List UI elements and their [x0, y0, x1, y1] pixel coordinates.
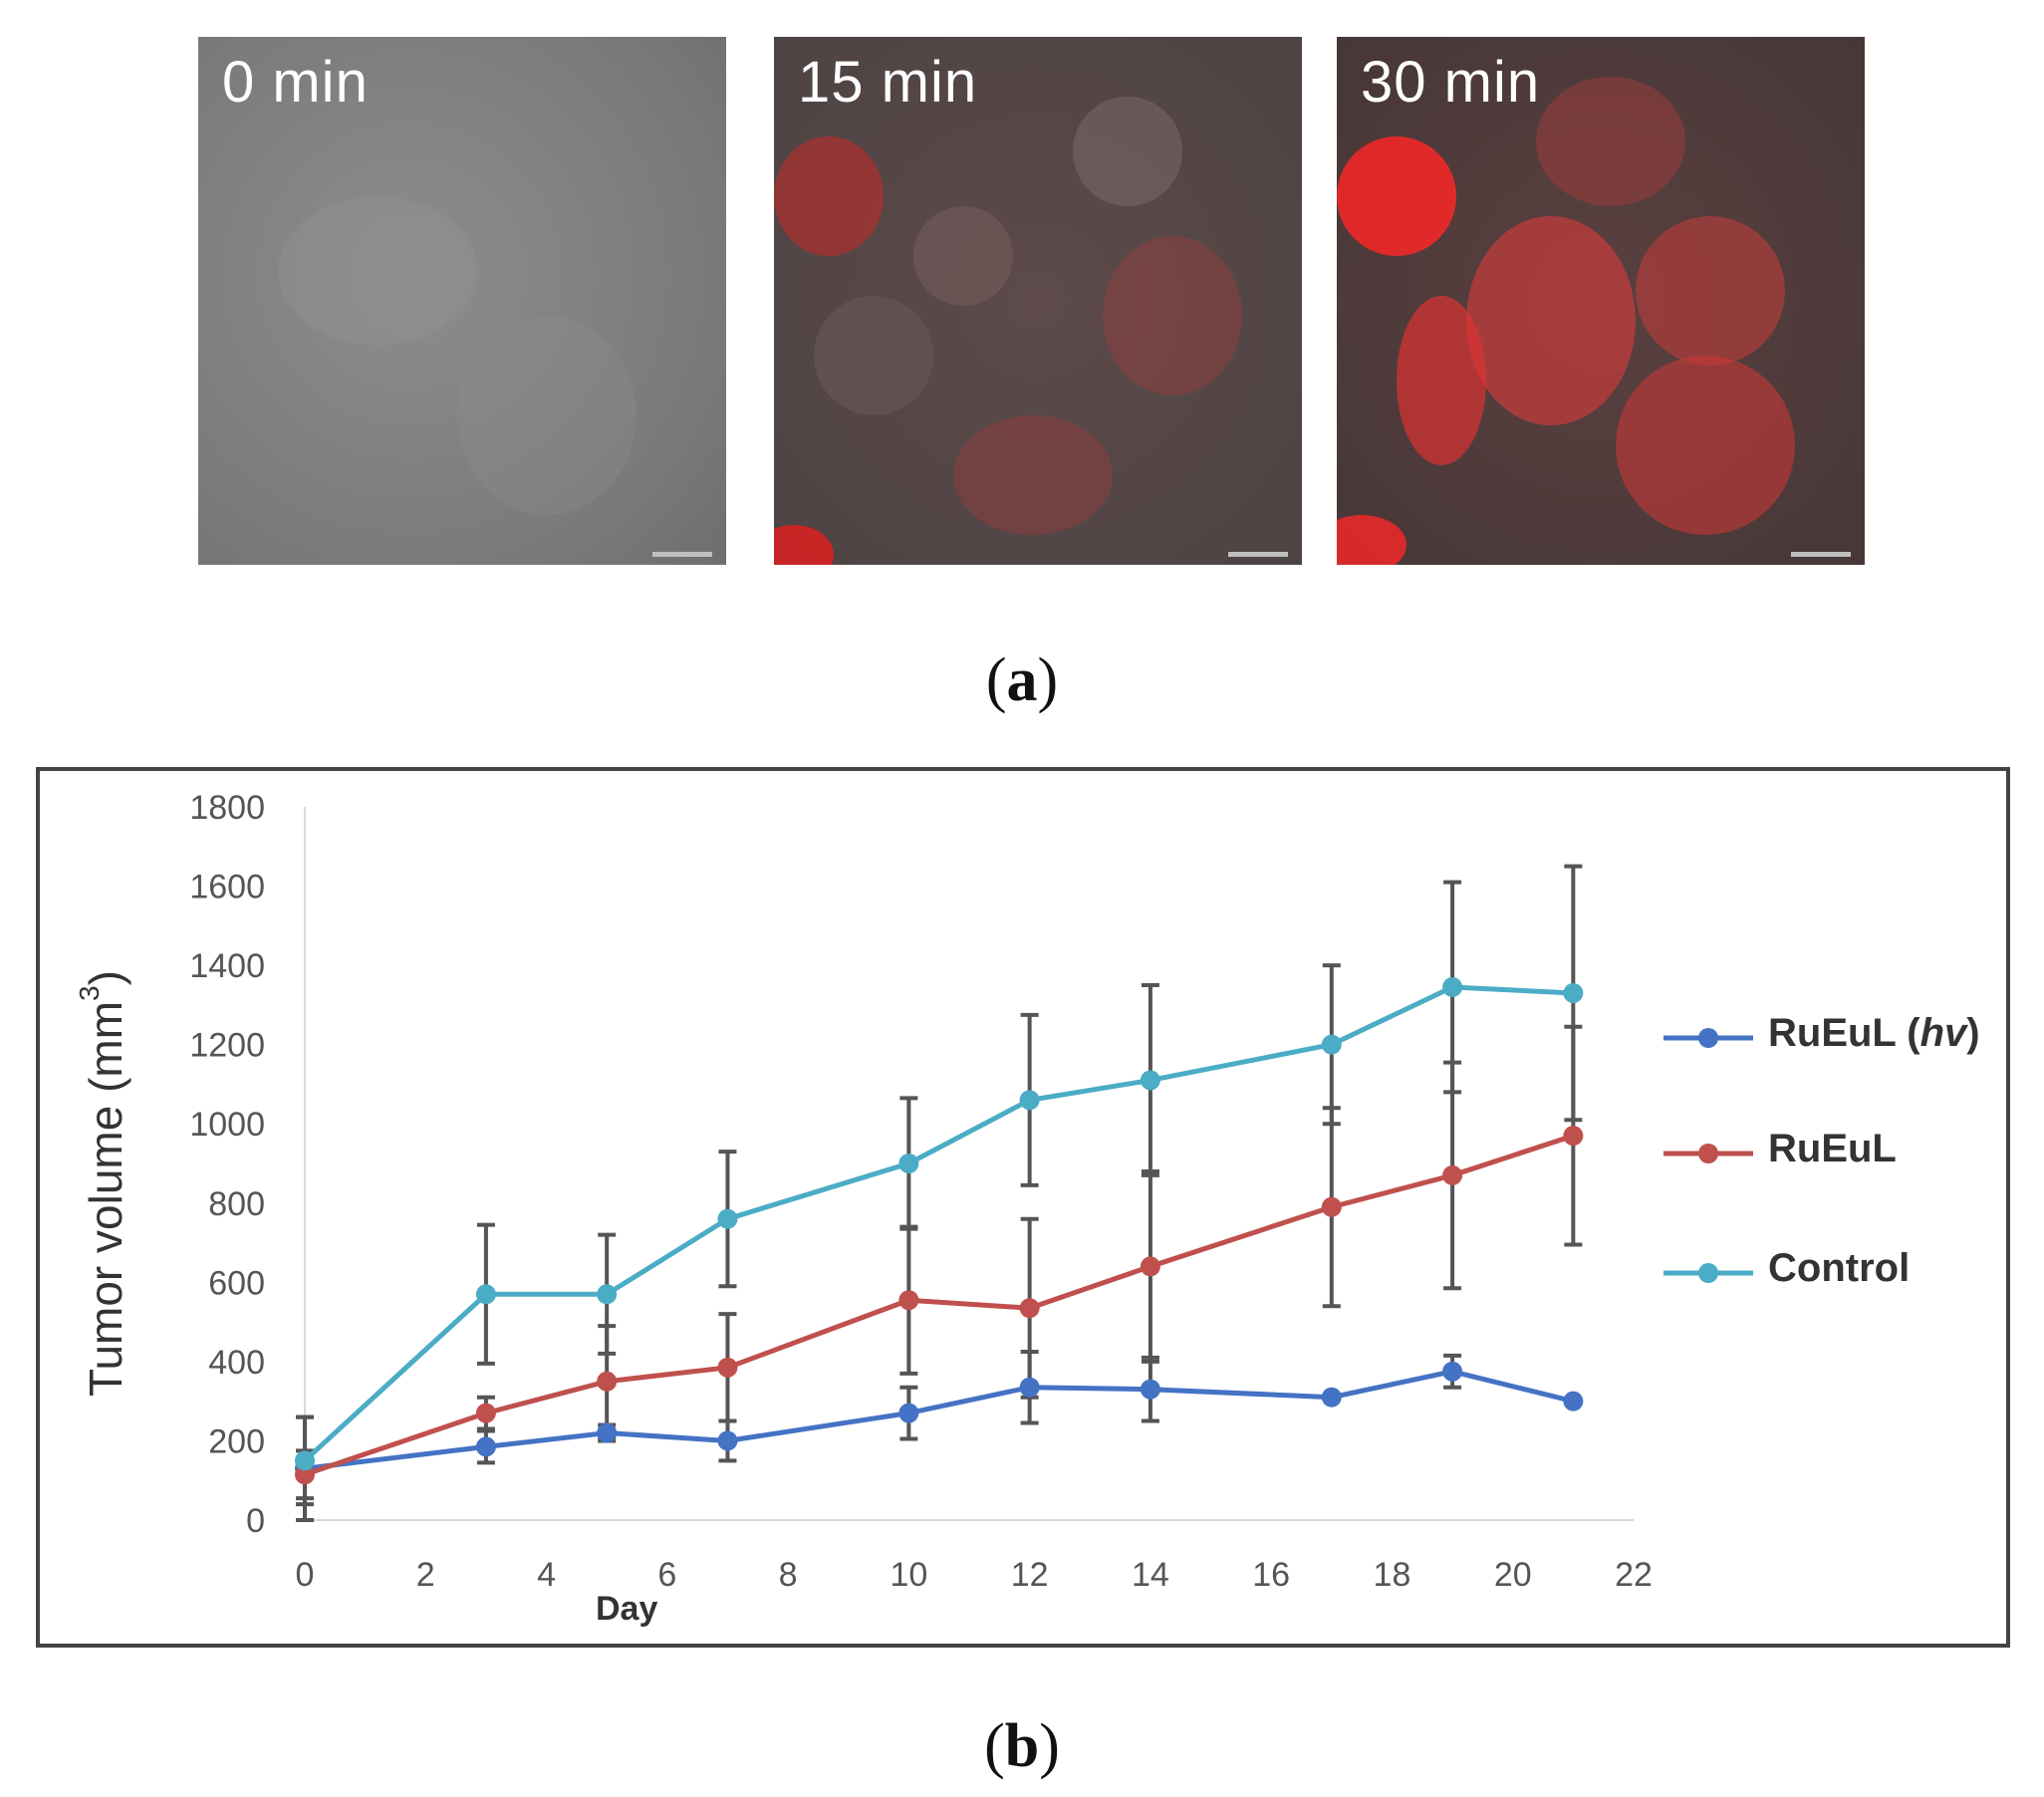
y-tick-label: 600 — [208, 1264, 265, 1302]
data-point-rueul_hv — [1019, 1377, 1040, 1398]
cell-shape — [1103, 236, 1242, 395]
series-line-rueul — [304, 1133, 1575, 1477]
cell-shape — [814, 296, 933, 415]
cell-shape — [1536, 77, 1685, 206]
x-tick-label: 12 — [1011, 1556, 1049, 1594]
series-line-rueul_hv — [304, 1369, 1574, 1471]
data-point-control — [295, 1450, 315, 1471]
tumor-volume-chart: 0 200 400 600 800 1000 1200 1400 1600 1800 0 2 4 6 8 1… — [74, 789, 1980, 1628]
y-tick-label: 1600 — [189, 869, 265, 906]
legend-swatch-marker — [1698, 1144, 1718, 1163]
data-point-control — [1019, 1090, 1040, 1111]
y-axis-label: Tumor volume (mm3) — [74, 970, 131, 1397]
x-tick-label: 22 — [1615, 1556, 1653, 1594]
data-point-control — [1442, 976, 1463, 997]
data-point-rueul_hv — [1442, 1361, 1463, 1382]
series-lines — [303, 984, 1575, 1477]
data-point-rueul — [717, 1357, 738, 1378]
x-tick-label: 4 — [537, 1556, 556, 1594]
cell-shape — [774, 525, 834, 565]
data-point-rueul_hv — [1140, 1379, 1160, 1400]
x-tick-label: 0 — [296, 1556, 315, 1594]
cell-shape — [278, 196, 477, 346]
legend-swatch-marker — [1698, 1263, 1718, 1283]
data-point-control — [1321, 1034, 1342, 1055]
data-point-control — [597, 1284, 618, 1305]
data-point-rueul_hv — [717, 1430, 738, 1451]
image-label: 15 min — [798, 50, 978, 115]
cell-shape — [1337, 515, 1406, 565]
legend-label: Control — [1768, 1246, 1910, 1290]
panel-a-caption: (a) — [985, 646, 1059, 714]
y-tick-labels: 0 200 400 600 800 1000 1200 1400 1600 1800 — [189, 789, 265, 1540]
x-tick-label: 18 — [1374, 1556, 1411, 1594]
cell-shape — [457, 316, 637, 515]
chart-axes — [304, 807, 1634, 1521]
legend-label: RuEuL — [1768, 1127, 1897, 1170]
data-point-control — [717, 1208, 738, 1229]
data-point-rueul — [1321, 1196, 1342, 1217]
cell-shape — [1636, 216, 1785, 366]
micro-image-0min: 0 min — [198, 37, 726, 565]
y-tick-label: 800 — [208, 1185, 265, 1223]
scale-bar — [652, 552, 712, 557]
scale-bar — [1228, 552, 1288, 557]
chart-legend: RuEuL (hv) RuEuL Control — [1663, 1011, 1980, 1290]
x-tick-label: 14 — [1132, 1556, 1169, 1594]
x-axis-label: Day — [596, 1590, 657, 1628]
data-point-rueul — [597, 1371, 618, 1392]
data-point-rueul_hv — [898, 1403, 919, 1423]
data-point-rueul_hv — [1321, 1387, 1342, 1408]
cell-shape — [913, 206, 1013, 306]
data-point-rueul — [475, 1403, 496, 1423]
data-point-rueul_hv — [1563, 1391, 1584, 1412]
y-tick-label: 1400 — [189, 947, 265, 985]
data-point-rueul — [1019, 1298, 1040, 1319]
y-tick-label: 400 — [208, 1344, 265, 1382]
cell-shape — [953, 415, 1113, 535]
y-tick-label: 1800 — [189, 789, 265, 827]
x-tick-label: 20 — [1494, 1556, 1532, 1594]
cell-shape — [1397, 296, 1486, 465]
y-tick-label: 0 — [246, 1502, 265, 1540]
data-point-rueul — [898, 1290, 919, 1311]
cell-shape — [1466, 216, 1636, 425]
cell-shape — [1337, 136, 1456, 256]
scale-bar — [1791, 552, 1851, 557]
data-point-rueul — [1140, 1256, 1160, 1277]
cell-shape — [774, 136, 884, 256]
x-tick-label: 10 — [890, 1556, 927, 1594]
series-points — [295, 976, 1584, 1485]
data-point-control — [475, 1284, 496, 1305]
image-label: 30 min — [1361, 50, 1541, 115]
data-point-rueul_hv — [475, 1436, 496, 1457]
data-point-control — [1140, 1070, 1160, 1091]
panel-b-caption: (b) — [984, 1712, 1060, 1780]
data-point-rueul — [1563, 1126, 1584, 1147]
data-point-rueul_hv — [597, 1422, 618, 1443]
data-point-control — [1563, 982, 1584, 1003]
x-tick-label: 16 — [1252, 1556, 1290, 1594]
cell-shape — [1073, 97, 1182, 206]
x-tick-labels: 0 2 4 6 8 10 12 14 16 18 20 22 — [296, 1556, 1653, 1594]
x-tick-label: 6 — [657, 1556, 676, 1594]
series-line-control — [303, 984, 1574, 1463]
legend-label: RuEuL (hv) — [1768, 1011, 1980, 1055]
y-tick-label: 1000 — [189, 1106, 265, 1144]
cell-shape — [1616, 356, 1795, 535]
y-tick-label: 1200 — [189, 1027, 265, 1065]
data-point-rueul — [295, 1464, 315, 1485]
y-tick-label: 200 — [208, 1422, 265, 1460]
x-tick-label: 2 — [416, 1556, 435, 1594]
data-point-rueul — [1442, 1164, 1463, 1185]
image-label: 0 min — [222, 50, 369, 115]
legend-swatch-marker — [1698, 1028, 1718, 1048]
micro-image-15min: 15 min — [774, 37, 1302, 565]
micro-image-30min: 30 min — [1337, 37, 1865, 565]
data-point-control — [898, 1154, 919, 1173]
x-tick-label: 8 — [779, 1556, 798, 1594]
chart-frame: 0 200 400 600 800 1000 1200 1400 1600 1800 0 2 4 6 8 1… — [36, 767, 2010, 1648]
